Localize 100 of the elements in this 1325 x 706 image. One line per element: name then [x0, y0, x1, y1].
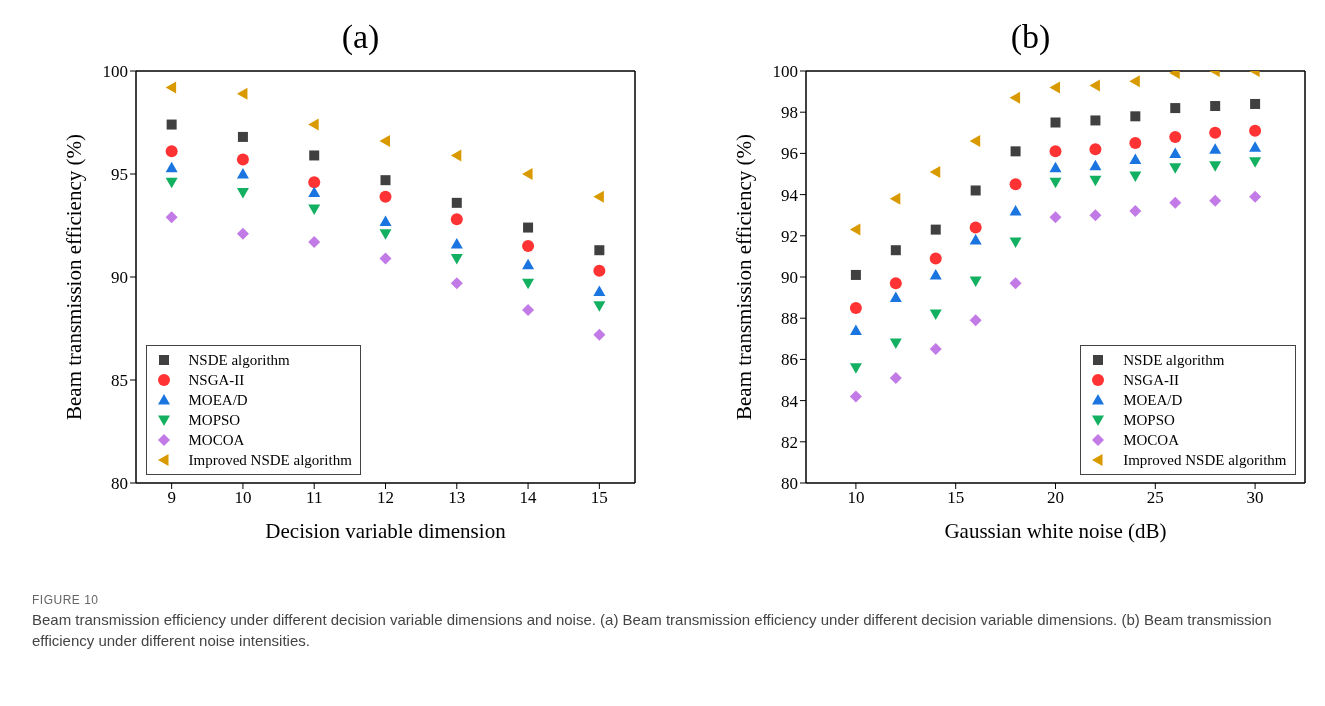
chart-title: (b): [1009, 18, 1052, 56]
point: [308, 150, 319, 161]
x-axis-title: Gaussian white noise (dB): [943, 519, 1167, 543]
point: [521, 258, 534, 270]
point: [236, 188, 249, 199]
point: [450, 253, 463, 265]
point: [849, 301, 862, 314]
point: [1050, 117, 1060, 128]
point: [1009, 91, 1020, 104]
y-tick-label: 100: [772, 62, 798, 82]
point: [929, 309, 942, 321]
y-tick-label: 90: [780, 268, 798, 288]
point: [850, 269, 861, 280]
point: [379, 252, 391, 265]
point: [889, 371, 902, 384]
legend-label: NSDE algorithm: [1123, 351, 1225, 369]
x-tick-label: 9: [166, 488, 176, 508]
y-tick-label: 84: [780, 391, 798, 411]
point: [1168, 196, 1181, 209]
point: [890, 245, 901, 256]
y-tick-label: 80: [780, 474, 798, 494]
point: [1088, 209, 1101, 222]
point: [592, 190, 604, 203]
point: [450, 238, 463, 249]
point: [1248, 124, 1261, 137]
point: [969, 276, 982, 288]
point: [1009, 178, 1022, 191]
y-axis-title: Beam transmission efficiency (%): [61, 134, 86, 420]
point: [236, 87, 247, 100]
point: [237, 131, 248, 142]
point: [522, 222, 533, 233]
point: [1128, 171, 1141, 183]
point: [1088, 175, 1101, 187]
point: [307, 118, 319, 131]
point: [1168, 147, 1181, 158]
point: [521, 303, 534, 316]
x-tick-label: 10: [846, 488, 864, 508]
point: [849, 390, 862, 403]
legend-label: NSDE algorithm: [188, 351, 290, 369]
point: [593, 245, 604, 256]
point: [165, 145, 178, 158]
point: [307, 176, 320, 189]
x-tick-label: 11: [305, 488, 322, 508]
point: [1009, 237, 1022, 248]
legend-label: Improved NSDE algorithm: [1123, 451, 1287, 469]
y-tick-label: 88: [780, 309, 798, 329]
y-tick-label: 96: [780, 144, 798, 164]
point: [929, 268, 942, 280]
y-tick-label: 92: [780, 226, 798, 246]
x-tick-label: 15: [946, 488, 964, 508]
point: [969, 135, 980, 148]
y-tick-label: 100: [102, 62, 128, 82]
point: [1208, 126, 1221, 139]
point: [521, 278, 534, 290]
text: Beam transmission efficiency under different decision variable dimensions and noise. (a) Beam transmission efficiency under different decision variable dimensions. (b) Beam transmission efficiency under different noise intensities.: [32, 610, 1272, 649]
point: [307, 204, 320, 216]
legend-label: MOEA/D: [188, 391, 248, 409]
point: [1049, 177, 1061, 189]
point: [1009, 205, 1022, 216]
point: [1168, 163, 1181, 174]
point: [450, 149, 461, 162]
point: [307, 235, 320, 248]
point: [592, 264, 605, 277]
y-tick-label: 82: [780, 432, 798, 452]
point: [380, 175, 390, 186]
point: [1128, 75, 1140, 88]
point: [970, 185, 981, 196]
point: [1088, 159, 1101, 171]
point: [166, 119, 177, 130]
point: [1168, 130, 1181, 143]
legend-label: NSGA-II: [1123, 371, 1180, 389]
point: [1249, 98, 1260, 109]
legend-label: MOCOA: [188, 431, 245, 449]
legend-label: NSGA-II: [188, 371, 245, 389]
point: [1128, 205, 1141, 218]
chart-title: (a): [340, 18, 381, 56]
y-tick-label: 90: [110, 268, 128, 288]
y-tick-label: 94: [780, 185, 798, 205]
x-tick-label: 20: [1046, 488, 1064, 508]
legend-label: MOPSO: [1123, 411, 1175, 429]
point: [849, 223, 860, 236]
point: [1088, 143, 1101, 156]
y-tick-label: 86: [780, 350, 798, 370]
y-tick-label: 80: [110, 474, 128, 494]
point: [379, 190, 391, 203]
point: [592, 285, 605, 296]
point: [969, 233, 982, 245]
legend-label: Improved NSDE algorithm: [188, 451, 352, 469]
point: [1128, 137, 1141, 150]
legend-label: MOPSO: [188, 411, 241, 429]
point: [1169, 103, 1180, 114]
x-axis-title: Decision variable dimension: [264, 519, 506, 543]
point: [1248, 141, 1261, 152]
point: [1049, 161, 1061, 173]
point: [1089, 115, 1100, 126]
point: [165, 177, 178, 189]
point: [1208, 161, 1221, 172]
point: [165, 211, 178, 224]
point: [929, 165, 940, 178]
point: [889, 291, 902, 303]
